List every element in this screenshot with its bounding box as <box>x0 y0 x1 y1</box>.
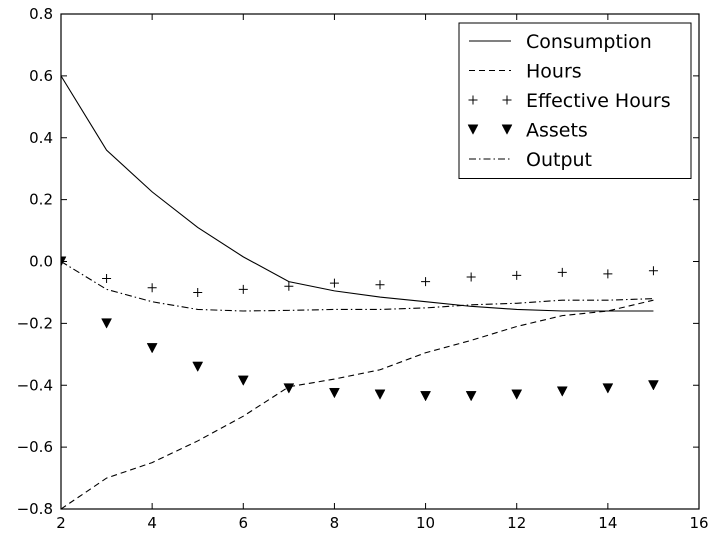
data-point-effective-hours <box>557 267 567 277</box>
data-point-effective-hours <box>102 274 112 284</box>
legend: Consumption Hours Effective Hours Assets Out… <box>458 22 692 179</box>
x-tick-label: 12 <box>507 514 526 532</box>
series-line-output <box>61 261 654 312</box>
x-tick-label: 10 <box>416 514 435 532</box>
series-line-hours <box>61 299 654 509</box>
legend-label: Effective Hours <box>526 90 671 112</box>
y-tick-label: 0.6 <box>29 67 53 85</box>
data-point-effective-hours <box>375 280 385 290</box>
series-consumption <box>61 75 654 312</box>
y-tick-label: 0.2 <box>29 191 53 209</box>
legend-marker-assets <box>467 124 479 135</box>
data-point-assets <box>374 389 386 400</box>
x-tick-label: 4 <box>147 514 157 532</box>
legend-label: Hours <box>526 61 582 83</box>
data-point-assets <box>556 386 568 397</box>
data-point-assets <box>192 361 204 372</box>
data-point-assets <box>101 318 112 329</box>
legend-marker-effective-hours <box>468 95 478 105</box>
data-point-effective-hours <box>466 272 476 282</box>
x-tick-label: 8 <box>330 514 340 532</box>
series-output <box>61 261 654 312</box>
x-tick-label: 14 <box>598 514 617 532</box>
data-point-assets <box>648 380 659 391</box>
y-tick-label: −0.2 <box>17 314 53 332</box>
y-tick-label: −0.4 <box>17 376 53 394</box>
legend-entry-output: Output <box>469 149 592 171</box>
y-tick-label: 0.0 <box>29 253 53 271</box>
series-effective-hours <box>61 257 658 297</box>
data-point-effective-hours <box>512 270 522 280</box>
data-point-effective-hours <box>147 283 157 293</box>
y-tick-label: 0.8 <box>29 5 53 23</box>
y-tick-label: −0.8 <box>17 500 53 518</box>
plot-layer <box>61 75 659 509</box>
legend-entry-hours: Hours <box>469 61 582 83</box>
data-point-effective-hours <box>193 287 203 297</box>
data-point-effective-hours <box>329 278 339 288</box>
legend-box <box>458 22 692 179</box>
series-hours <box>61 299 654 509</box>
data-point-effective-hours <box>238 284 248 294</box>
legend-marker-effective-hours <box>502 95 512 105</box>
series-assets <box>61 256 659 402</box>
data-point-effective-hours <box>284 281 294 291</box>
legend-label: Consumption <box>526 31 652 53</box>
x-tick-label: 2 <box>56 514 66 532</box>
data-point-assets <box>511 389 523 400</box>
legend-entry-assets: Assets <box>467 120 588 142</box>
y-tick-label: −0.6 <box>17 438 53 456</box>
legend-entry-consumption: Consumption <box>469 31 652 53</box>
x-tick-label: 16 <box>689 514 708 532</box>
data-point-effective-hours <box>421 277 431 287</box>
x-tick-label: 6 <box>239 514 249 532</box>
data-point-assets <box>283 383 295 394</box>
legend-label: Output <box>526 149 592 171</box>
legend-entry-effective-hours: Effective Hours <box>468 90 671 112</box>
y-tick-label: 0.4 <box>29 129 53 147</box>
data-point-assets <box>602 383 614 394</box>
data-point-effective-hours <box>603 269 613 279</box>
legend-label: Assets <box>526 120 588 142</box>
legend-marker-assets <box>501 124 513 135</box>
axis-layer: 2 4 6 8 10 12 14 16 −0.8 −0.6 −0.4 −0.2 0.0 0.2 0.4 0.6… <box>17 5 709 532</box>
data-point-assets <box>329 387 340 399</box>
data-point-assets <box>237 375 249 386</box>
data-point-effective-hours <box>648 266 658 276</box>
data-point-assets <box>146 343 158 354</box>
series-line-consumption <box>61 75 654 312</box>
data-point-assets <box>465 391 477 402</box>
data-point-assets <box>420 391 431 402</box>
